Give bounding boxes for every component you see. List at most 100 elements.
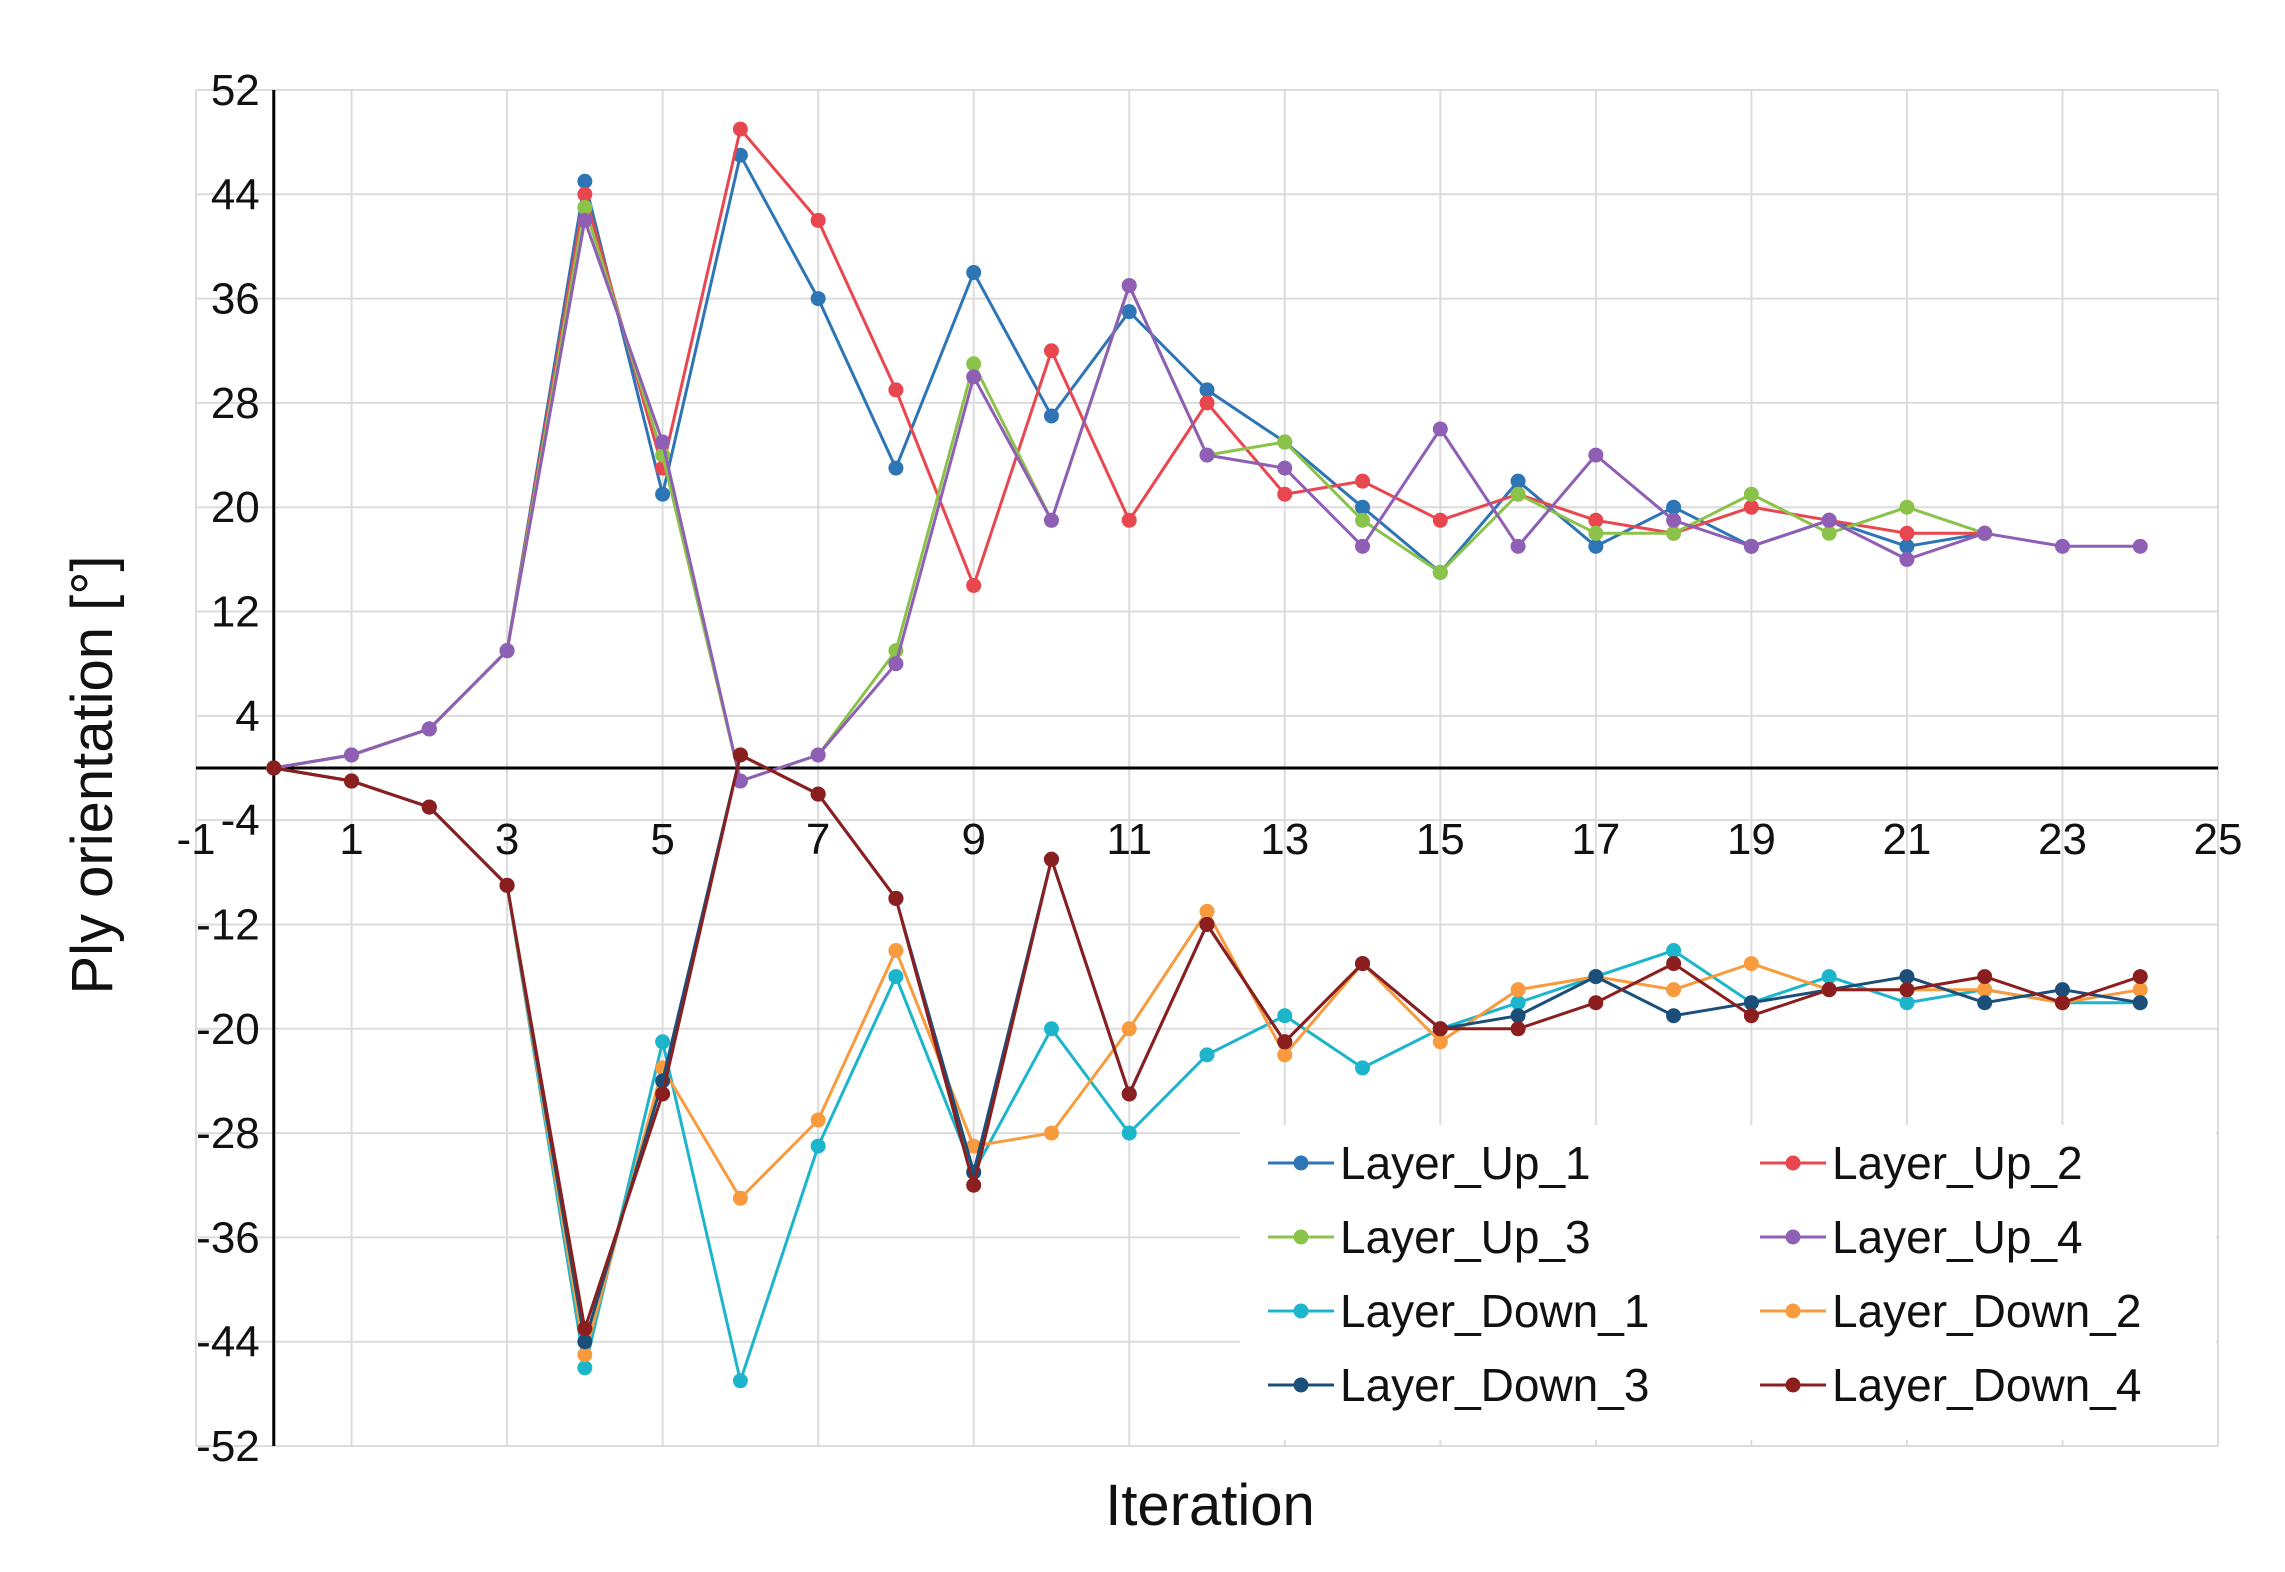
y-axis-title: Ply orientation [°] <box>60 555 125 994</box>
legend-swatch-marker <box>1785 1303 1801 1319</box>
data-point <box>1899 969 1915 985</box>
data-point <box>1899 995 1915 1011</box>
legend-item: Layer_Up_2 <box>1760 1137 2083 1189</box>
x-tick-label: 21 <box>1882 815 1931 864</box>
y-tick-label: 52 <box>211 66 260 115</box>
legend-label: Layer_Up_4 <box>1832 1211 2083 1263</box>
y-tick-label: 44 <box>211 170 260 219</box>
data-point <box>1199 916 1215 932</box>
data-point <box>1743 538 1759 554</box>
data-point <box>1666 499 1682 515</box>
data-point <box>1199 1047 1215 1063</box>
data-point <box>1743 1008 1759 1024</box>
data-point <box>1666 1008 1682 1024</box>
data-point <box>1666 525 1682 541</box>
data-point <box>1043 343 1059 359</box>
data-point <box>344 773 360 789</box>
data-point <box>1432 1034 1448 1050</box>
legend-label: Layer_Down_4 <box>1832 1359 2141 1411</box>
data-point <box>966 1138 982 1154</box>
data-point <box>1355 473 1371 489</box>
data-point <box>421 799 437 815</box>
data-point <box>2132 982 2148 998</box>
data-point <box>1355 956 1371 972</box>
data-point <box>1977 969 1993 985</box>
data-point <box>888 890 904 906</box>
data-point <box>1277 486 1293 502</box>
data-point <box>2054 995 2070 1011</box>
legend-swatch-marker <box>1785 1377 1801 1393</box>
data-point <box>1743 956 1759 972</box>
x-tick-label: 19 <box>1727 815 1776 864</box>
data-point <box>966 577 982 593</box>
data-point <box>1355 538 1371 554</box>
data-point <box>2132 969 2148 985</box>
data-point <box>1355 512 1371 528</box>
data-point <box>344 747 360 763</box>
data-point <box>1510 486 1526 502</box>
x-tick-label: 15 <box>1416 815 1465 864</box>
data-point <box>1432 1021 1448 1037</box>
data-point <box>655 1086 671 1102</box>
legend-label: Layer_Down_1 <box>1340 1285 1649 1337</box>
data-point <box>966 1177 982 1193</box>
data-point <box>1899 499 1915 515</box>
data-point <box>1899 551 1915 567</box>
data-point <box>1199 395 1215 411</box>
data-point <box>810 747 826 763</box>
legend-swatch-marker <box>1293 1229 1309 1245</box>
series-line <box>273 214 2141 783</box>
data-point <box>1043 512 1059 528</box>
data-point <box>1121 278 1137 294</box>
data-point <box>655 486 671 502</box>
data-point <box>1355 499 1371 515</box>
data-point <box>1432 564 1448 580</box>
data-point <box>888 382 904 398</box>
x-tick-label: 11 <box>1106 815 1152 864</box>
y-tick-label: -44 <box>196 1318 260 1367</box>
data-point <box>1666 956 1682 972</box>
data-point <box>1510 995 1526 1011</box>
data-point <box>1666 982 1682 998</box>
legend-item: Layer_Up_4 <box>1760 1211 2083 1263</box>
data-point <box>732 747 748 763</box>
data-point <box>1277 1008 1293 1024</box>
data-point <box>1743 486 1759 502</box>
legend: Layer_Up_1 Layer_Up_2 Layer_Up_3 Layer_Up_4… <box>1240 1125 2216 1440</box>
x-tick-label: 17 <box>1571 815 1620 864</box>
data-point <box>1743 995 1759 1011</box>
legend-item: Layer_Up_3 <box>1268 1211 1591 1263</box>
data-point <box>1199 382 1215 398</box>
y-tick-label: -36 <box>196 1213 260 1262</box>
y-tick-label: -20 <box>196 1005 260 1054</box>
data-point <box>577 1321 593 1337</box>
y-tick-label: 12 <box>211 588 260 637</box>
data-point <box>1510 473 1526 489</box>
data-point <box>577 1334 593 1350</box>
y-tick-label: -4 <box>221 796 260 845</box>
data-point <box>888 656 904 672</box>
data-point <box>1588 447 1604 463</box>
y-tick-label: 36 <box>211 275 260 324</box>
data-point <box>577 212 593 228</box>
x-tick-label: 5 <box>650 815 674 864</box>
data-point <box>499 877 515 893</box>
data-point <box>1821 982 1837 998</box>
data-point <box>1432 512 1448 528</box>
y-tick-label: 28 <box>211 379 260 428</box>
data-point <box>1121 1125 1137 1141</box>
data-point <box>266 760 282 776</box>
data-point <box>1821 969 1837 985</box>
data-point <box>888 460 904 476</box>
data-point <box>1199 903 1215 919</box>
data-point <box>1510 982 1526 998</box>
data-point <box>1899 538 1915 554</box>
data-point <box>732 1190 748 1206</box>
legend-label: Layer_Down_2 <box>1832 1285 2141 1337</box>
legend-swatch-marker <box>1293 1377 1309 1393</box>
x-axis-title: Iteration <box>1105 1473 1315 1538</box>
x-tick-label: 23 <box>2038 815 2087 864</box>
data-point <box>966 369 982 385</box>
